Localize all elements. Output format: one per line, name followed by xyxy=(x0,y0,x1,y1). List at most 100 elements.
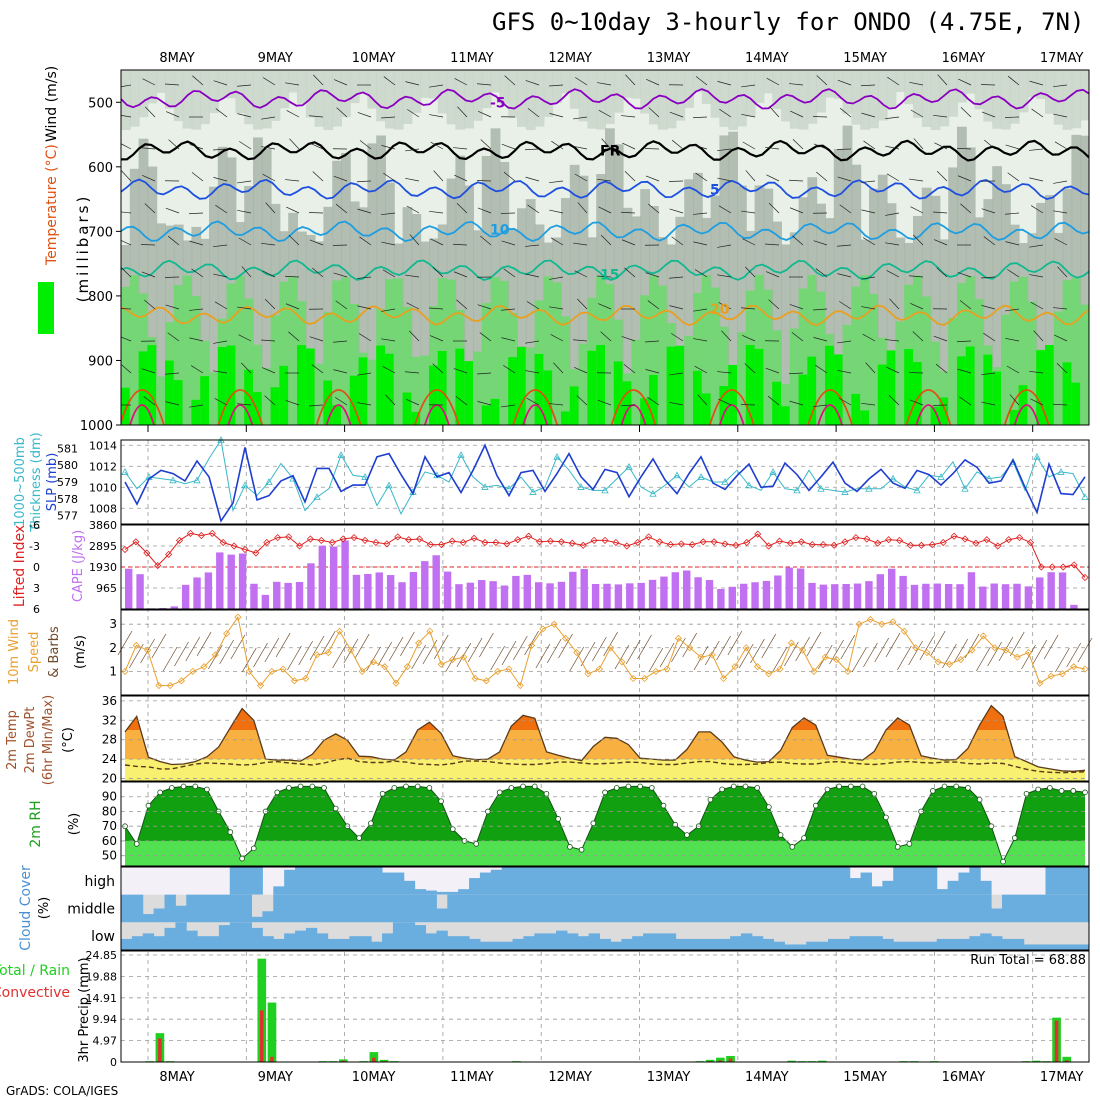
rh-upper-cell xyxy=(587,70,598,129)
wind-barb-10m xyxy=(738,643,754,669)
precip-convective-bar xyxy=(260,1010,264,1062)
wind-barb xyxy=(744,363,756,374)
lifted-index-marker xyxy=(525,532,533,540)
cloud-bar-low xyxy=(806,941,818,950)
cloud-bar-middle xyxy=(588,894,601,923)
wind-barb-10m xyxy=(806,631,822,657)
rh-marker xyxy=(1035,786,1041,793)
rh-gray-cell xyxy=(737,185,747,425)
wind-barb xyxy=(1053,113,1068,118)
rh-upper-cell xyxy=(261,70,272,129)
cloud-bar-middle xyxy=(653,894,666,923)
wind-barb xyxy=(913,138,924,150)
wind-barb xyxy=(863,140,876,150)
cape-bar xyxy=(534,582,543,609)
wind-barb xyxy=(573,116,588,120)
cloud-bar-high xyxy=(382,872,394,895)
cloud-bar-middle xyxy=(1001,894,1014,923)
rh-marker xyxy=(297,783,304,790)
cloud-bar-low xyxy=(632,936,644,950)
wind-barb-10m xyxy=(275,632,291,658)
cloud-bar-high xyxy=(730,867,742,895)
rh-upper-cell xyxy=(578,70,589,122)
lifted-index-marker xyxy=(634,538,642,547)
wind-barb xyxy=(477,83,492,86)
wind-barb xyxy=(694,269,708,278)
cloud-bar-middle xyxy=(773,894,785,923)
lifted-index-marker xyxy=(514,536,522,544)
wind-barb xyxy=(237,180,252,184)
wind-barb xyxy=(1053,307,1068,310)
wind-barb xyxy=(285,82,300,86)
slp-tick-label: 1008 xyxy=(89,502,117,515)
wind-barb xyxy=(238,334,252,342)
wind-barb xyxy=(960,203,972,214)
wind-barb-10m xyxy=(512,635,528,661)
rh-gray-cell xyxy=(877,174,888,425)
wind-barb-10m xyxy=(592,636,607,662)
wind-barb xyxy=(456,203,468,214)
wind-barb xyxy=(718,398,732,406)
wind-tick-label: 2 xyxy=(109,641,117,655)
rh-upper-cell xyxy=(675,70,686,121)
cloud-bar-low xyxy=(316,933,329,950)
rh-green-cell xyxy=(930,341,941,425)
lifted-index-marker xyxy=(121,545,129,554)
wind-barb xyxy=(718,205,732,214)
lifted-index-marker xyxy=(470,534,478,542)
cape-bar xyxy=(660,576,668,609)
rh-gray-cell xyxy=(833,148,844,425)
rh-upper-cell xyxy=(297,70,307,104)
rh-green-cell xyxy=(578,343,589,425)
rh-gray-cell xyxy=(420,241,430,425)
wind-barb xyxy=(359,140,372,150)
wind-barb xyxy=(981,372,996,376)
wind-barb-10m xyxy=(388,636,404,662)
lifted-index-marker xyxy=(797,538,805,546)
wind-barb xyxy=(237,113,252,118)
wind-barb-10m xyxy=(840,634,856,660)
rh-marker xyxy=(824,786,831,793)
lifted-index-marker xyxy=(285,533,293,541)
cloud-bar-high xyxy=(817,867,829,895)
wind-speed-marker xyxy=(708,651,716,659)
rh-upper-cell xyxy=(147,70,158,104)
wind-barb-10m xyxy=(535,643,551,669)
cloud-bar-high xyxy=(773,867,785,895)
cloud-bar-low xyxy=(327,938,340,950)
lifted-index-marker xyxy=(786,539,795,547)
rh-upper-cell xyxy=(420,70,430,98)
date-label-bottom: 10MAY xyxy=(352,1070,396,1085)
wind-barb xyxy=(983,236,996,246)
cloud-bar-middle xyxy=(991,908,1003,923)
rh-upper-cell xyxy=(851,70,862,125)
label-precip-convective: Convective xyxy=(0,985,70,1001)
wind-barb xyxy=(598,206,612,214)
rh-marker xyxy=(637,783,643,790)
cloud-bar-high xyxy=(969,867,981,895)
rh-green-cell xyxy=(253,344,263,425)
rh-upper-cell xyxy=(745,70,756,117)
rh-gray-cell xyxy=(781,244,791,425)
rh-gray-cell xyxy=(569,164,580,425)
wind-barb xyxy=(957,175,972,182)
wind-barb xyxy=(721,330,732,342)
wind-speed-marker xyxy=(618,658,626,666)
rh-bright-cell xyxy=(455,348,466,425)
wind-barb xyxy=(597,178,612,182)
label-cloud-cover: Cloud Cover xyxy=(18,865,34,951)
cloud-bar-low xyxy=(164,927,176,950)
wind-barb xyxy=(189,404,204,408)
wind-barb xyxy=(861,84,876,87)
cloud-bar-low xyxy=(425,933,437,950)
wind-barb-10m xyxy=(919,635,935,661)
wind-barb xyxy=(261,242,276,246)
wind-barb xyxy=(789,372,804,375)
wind-barb xyxy=(909,275,924,278)
cloud-bar-middle xyxy=(295,894,307,923)
cape-bar xyxy=(1058,572,1067,609)
wind-barb xyxy=(669,276,684,279)
cloud-bar-high xyxy=(893,867,905,895)
rh-upper-cell xyxy=(349,70,360,104)
